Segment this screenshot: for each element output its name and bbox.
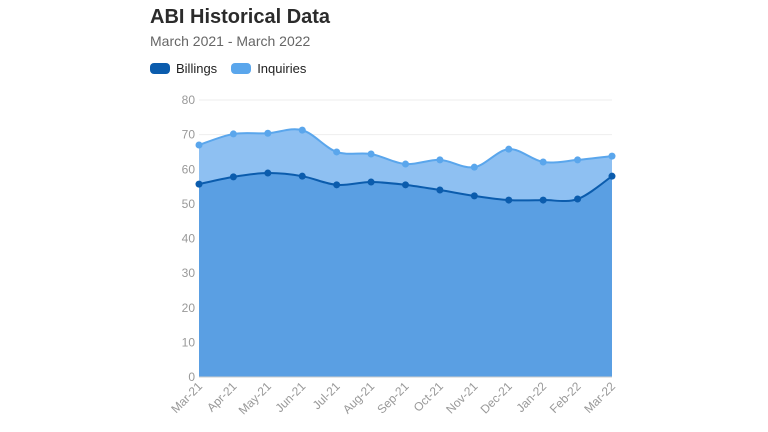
x-tick-label: Nov-21 [443,379,480,416]
point-billings [229,173,237,181]
point-inquiries [195,141,203,149]
x-tick-label: Dec-21 [478,379,515,416]
y-tick-label: 20 [182,301,196,315]
y-tick-label: 0 [188,370,195,384]
point-inquiries [608,152,616,160]
legend-label: Billings [176,61,218,76]
point-inquiries [402,160,409,168]
y-tick-label: 10 [182,335,196,349]
x-tick-label: May-21 [236,379,274,417]
point-billings [367,178,375,186]
point-inquiries [229,130,237,138]
y-tick-label: 80 [182,93,196,107]
y-tick-label: 40 [182,232,196,246]
y-tick-label: 30 [182,266,196,280]
point-inquiries [505,145,513,153]
point-inquiries [333,148,341,156]
chart-subtitle: March 2021 - March 2022 [150,33,311,49]
point-inquiries [298,126,306,134]
point-inquiries [574,156,582,164]
legend-swatch [231,63,252,74]
point-billings [470,192,478,200]
point-billings [539,196,547,204]
point-inquiries [539,158,547,166]
y-tick-label: 60 [182,162,196,176]
point-inquiries [436,156,444,164]
point-billings [402,181,409,189]
point-billings [298,172,306,180]
legend-label: Inquiries [257,61,307,76]
x-tick-label: Aug-21 [340,379,377,416]
point-inquiries [367,150,375,158]
point-billings [264,169,272,177]
point-billings [333,181,341,189]
x-tick-label: Oct-21 [411,379,447,415]
x-tick-label: Apr-21 [204,379,240,415]
legend: Billings Inquiries [150,61,306,76]
x-tick-label: Mar-22 [581,379,618,416]
point-billings [195,180,203,188]
point-billings [608,172,616,180]
legend-item-inquiries[interactable]: Inquiries [231,61,306,76]
x-tick-label: Mar-21 [168,379,205,416]
y-tick-label: 50 [182,197,196,211]
x-tick-label: Jul-21 [310,379,343,412]
chart-title: ABI Historical Data [150,6,331,28]
point-billings [574,195,582,203]
point-billings [436,186,444,194]
x-tick-label: Sep-21 [374,379,411,416]
area-billings [199,173,612,377]
x-tick-label: Jun-21 [273,379,309,415]
y-tick-label: 70 [182,128,196,142]
point-inquiries [470,163,478,171]
x-tick-label: Feb-22 [547,379,584,416]
point-inquiries [264,129,272,137]
legend-swatch [150,63,170,74]
point-billings [505,196,513,204]
x-tick-label: Jan-22 [513,379,549,415]
legend-item-billings[interactable]: Billings [150,61,217,76]
